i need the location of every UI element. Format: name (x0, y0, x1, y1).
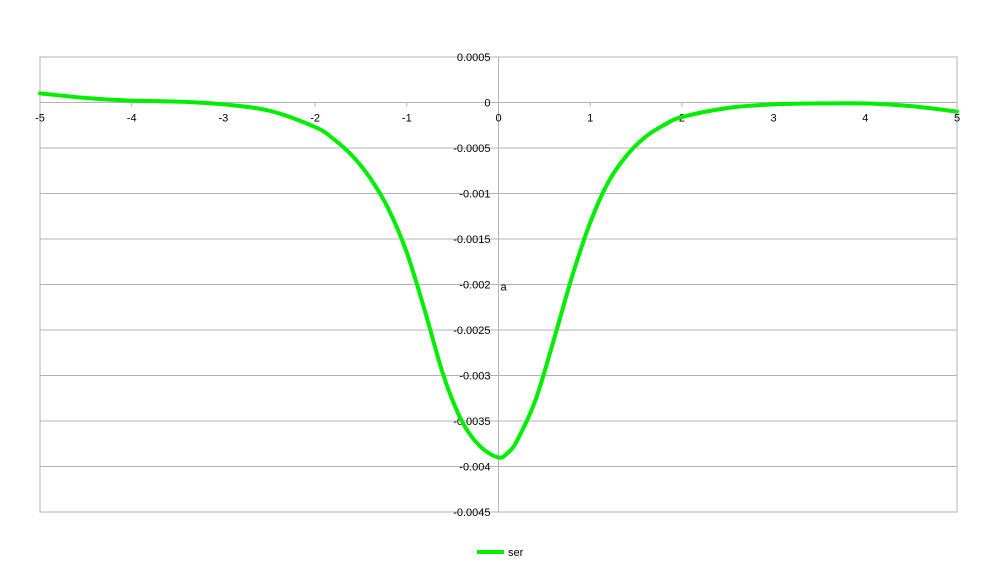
y-tick-label: -0.0005 (453, 143, 490, 155)
x-tick-label: -4 (127, 113, 137, 125)
series-line-ser (38, 91, 959, 460)
y-tick-label: -0.002 (459, 280, 490, 292)
legend: ser (477, 547, 524, 559)
x-tick-label: -5 (35, 113, 45, 125)
y-tick-label: -0.0045 (453, 507, 490, 519)
y-tick-label: -0.0015 (453, 234, 490, 246)
y-tick-label: -0.004 (459, 462, 490, 474)
x-tick-labels: -5 -4 -3 -2 -1 0 1 2 3 4 5 (35, 113, 960, 125)
x-tick-label: 1 (587, 113, 593, 125)
x-tick-label: -1 (402, 113, 412, 125)
x-tick-label: 0 (495, 113, 501, 125)
y-tick-label: 0 (484, 98, 490, 110)
y-tick-label: -0.0025 (453, 325, 490, 337)
x-tick-label: 4 (862, 113, 868, 125)
y-tick-label: -0.001 (459, 189, 490, 201)
x-tick-label: -3 (219, 113, 229, 125)
y-tick-label: -0.003 (459, 371, 490, 383)
series-layer (38, 91, 959, 460)
y-axis-label: a (501, 282, 508, 294)
y-tick-label: 0.0005 (457, 52, 491, 64)
x-tick-label: 5 (954, 113, 960, 125)
x-tick-label: -2 (310, 113, 320, 125)
x-tick-label: 3 (771, 113, 777, 125)
legend-label: ser (508, 547, 524, 559)
